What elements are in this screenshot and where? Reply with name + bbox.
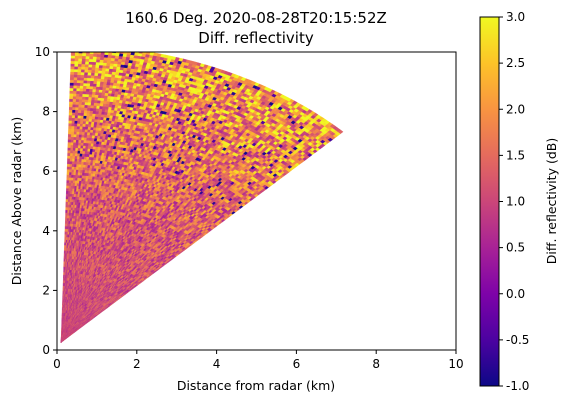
heatmap-cell (62, 280, 65, 284)
chart-title-line2: Diff. reflectivity (198, 29, 314, 47)
heatmap-cell (67, 190, 71, 194)
heatmap-cell (70, 174, 74, 178)
heatmap-cell (61, 315, 63, 319)
heatmap-cell (63, 274, 65, 278)
heatmap-cell (68, 204, 72, 208)
heatmap-cell (62, 285, 64, 289)
chart-title-line1: 160.6 Deg. 2020-08-28T20:15:52Z (125, 9, 387, 27)
heatmap-cell (65, 209, 68, 213)
heatmap-cell (64, 231, 67, 235)
heatmap-cell (69, 196, 72, 200)
heatmap-cell (63, 255, 66, 259)
heatmap-cell (62, 301, 64, 305)
heatmap-cell (64, 236, 67, 240)
heatmap-cell (66, 185, 69, 189)
heatmap-cell (63, 271, 65, 276)
heatmap-cell (64, 244, 66, 249)
heatmap-cell (65, 212, 68, 216)
heatmap-cell (63, 250, 66, 254)
heatmap-cell (61, 304, 64, 308)
heatmap-cell (64, 239, 67, 243)
heatmap-cell (61, 307, 63, 311)
heatmap-cell (64, 233, 67, 238)
heatmap-cell (65, 198, 69, 203)
heatmap-cell (65, 196, 69, 200)
heatmap-cell (64, 228, 67, 232)
heatmap-cell (61, 312, 63, 316)
heatmap-cell (62, 277, 65, 281)
heatmap-cell (63, 252, 66, 257)
heatmap-cell (65, 215, 68, 219)
heatmap-cell (65, 206, 68, 211)
heatmap-cell (68, 177, 72, 181)
heatmap-cell (63, 263, 65, 267)
heatmap-cell (70, 179, 74, 184)
heatmap-cell (62, 282, 65, 286)
heatmap-cell (64, 223, 67, 227)
heatmap-cell (64, 220, 68, 224)
heatmap-cell (62, 293, 64, 297)
heatmap-cell (65, 217, 68, 221)
heatmap-cell (62, 296, 64, 300)
heatmap-cell (66, 177, 70, 181)
heatmap-cell (69, 188, 73, 192)
heatmap-cell (65, 204, 68, 208)
heatmap-cell (63, 258, 66, 262)
heatmap-cell (66, 187, 69, 192)
heatmap-cell (64, 242, 67, 246)
heatmap-cell (67, 198, 70, 203)
heatmap-cell (63, 269, 65, 273)
heatmap-cell (61, 309, 63, 313)
heatmap-cell (64, 225, 67, 230)
heatmap-cell (62, 299, 64, 303)
heatmap-cell (68, 185, 71, 189)
heatmap-cell (63, 266, 65, 270)
heatmap-cell (62, 288, 64, 292)
heatmap-cell (68, 182, 71, 186)
heatmap-cell (63, 247, 66, 251)
heatmap-cell (61, 318, 63, 322)
heatmap-cell (62, 290, 64, 294)
heatmap-cell (68, 174, 72, 178)
heatmap-cell (65, 193, 69, 197)
heatmap-cell (67, 193, 71, 197)
heatmap-cells (60, 52, 344, 343)
heatmap-cell (66, 179, 70, 184)
heatmap-cell (65, 190, 69, 194)
heatmap-cell (63, 261, 66, 265)
heatmap-cell (65, 201, 68, 205)
heatmap-cell (66, 182, 69, 186)
heatmap-cell (66, 174, 70, 178)
